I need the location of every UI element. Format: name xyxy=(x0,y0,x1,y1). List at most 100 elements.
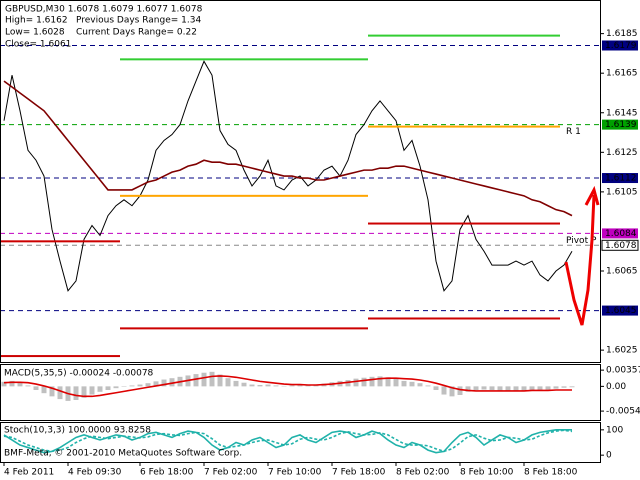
x-tick-label: 4 Feb 09:30 xyxy=(68,468,122,478)
macd-bar xyxy=(353,378,359,387)
y-tick-label: 0.00 xyxy=(606,382,626,392)
level-tag-label: 1.6179 xyxy=(605,41,637,51)
macd-bar xyxy=(369,376,375,387)
macd-bar xyxy=(81,386,87,398)
level-name: Pivot P xyxy=(566,236,597,246)
macd-bar xyxy=(385,377,391,387)
macd-title: MACD(5,35,5) -0.00024 -0.00078 xyxy=(4,369,154,379)
y-tick-label: 1.6065 xyxy=(606,267,638,277)
macd-bar xyxy=(241,382,247,387)
macd-bar xyxy=(433,386,439,390)
level-tag-label: 1.6045 xyxy=(605,306,637,316)
macd-bar xyxy=(521,386,527,391)
header-high: High= 1.6162 xyxy=(5,16,68,26)
footer: BMF-Meta, © 2001-2010 MetaQuotes Softwar… xyxy=(4,449,242,459)
y-tick-label: 1.6185 xyxy=(606,29,638,39)
drawn-arrow xyxy=(564,185,600,326)
series-line xyxy=(3,429,573,453)
y-tick-label: 0 xyxy=(606,451,612,461)
level-tag xyxy=(602,228,638,239)
macd-bar xyxy=(297,385,303,387)
macd-bar xyxy=(105,386,111,390)
macd-bar xyxy=(249,384,255,387)
x-tick-label: 4 Feb 2011 xyxy=(4,468,54,478)
level-tag-label: 1.6139 xyxy=(605,120,637,130)
x-tick-label: 8 Feb 02:00 xyxy=(396,468,450,478)
header-close: Close= 1.6061 xyxy=(5,40,71,50)
macd-bar xyxy=(57,386,63,400)
macd-bar xyxy=(129,385,135,387)
level-tag xyxy=(602,305,638,316)
macd-bar xyxy=(193,374,199,387)
macd-bar xyxy=(393,378,399,387)
level-name: R 1 xyxy=(566,127,581,137)
macd-bar xyxy=(465,386,471,392)
x-tick-label: 8 Feb 10:00 xyxy=(460,468,514,478)
macd-bar xyxy=(9,380,15,387)
macd-bar xyxy=(345,380,351,387)
macd-bar xyxy=(449,386,455,397)
macd-bar xyxy=(169,378,175,387)
stoch-frame xyxy=(0,422,601,463)
macd-bar xyxy=(505,386,511,391)
macd-bar xyxy=(137,384,143,387)
macd-bar xyxy=(217,374,223,387)
macd-bar xyxy=(545,386,551,390)
series-line xyxy=(3,60,573,292)
level-tag xyxy=(602,173,638,184)
x-tick-label: 7 Feb 10:00 xyxy=(268,468,322,478)
y-tick-label: -0.00544 xyxy=(606,407,640,417)
macd-bar xyxy=(457,386,463,395)
macd-bar xyxy=(73,386,79,400)
y-tick-label: 100 xyxy=(606,425,623,435)
stoch-title: Stoch(10,3,3) 100.0000 93.8258 xyxy=(4,426,151,436)
macd-bar xyxy=(553,386,559,389)
y-tick-label: 1.6025 xyxy=(606,346,638,356)
macd-bar xyxy=(153,381,159,387)
macd-bar xyxy=(145,383,151,387)
x-tick-label: 7 Feb 02:00 xyxy=(204,468,258,478)
macd-bar xyxy=(417,383,423,387)
macd-frame xyxy=(0,364,601,421)
x-tick-label: 8 Feb 18:00 xyxy=(524,468,578,478)
macd-bar xyxy=(201,372,207,387)
y-tick-label: 1.6125 xyxy=(606,148,638,158)
level-tag xyxy=(601,239,639,251)
macd-bar xyxy=(33,386,39,390)
header-title: GBPUSD,M30 1.6078 1.6079 1.6077 1.6078 xyxy=(5,5,203,15)
level-tag xyxy=(602,119,638,130)
level-tag-label: 1.6112 xyxy=(605,174,637,184)
macd-bar xyxy=(305,385,311,387)
y-tick-label: 1.6165 xyxy=(606,69,638,79)
level-tag-label: 1.6084 xyxy=(605,229,637,239)
macd-bar xyxy=(441,386,447,395)
y-tick-label: 0.00357 xyxy=(606,366,640,376)
x-tick-label: 7 Feb 18:00 xyxy=(332,468,386,478)
series-line xyxy=(3,80,573,217)
macd-bar xyxy=(473,386,479,390)
x-tick-label: 6 Feb 18:00 xyxy=(140,468,194,478)
macd-bar xyxy=(401,380,407,387)
macd-bar xyxy=(289,385,295,387)
macd-bar xyxy=(529,386,535,391)
series-line xyxy=(3,429,572,454)
y-tick-label: 1.6105 xyxy=(606,187,638,197)
macd-bar xyxy=(1,381,7,387)
macd-bar xyxy=(481,386,487,390)
header-prev-range: Previous Days Range= 1.34 xyxy=(76,16,201,26)
header-cur-range: Current Days Range= 0.22 xyxy=(76,28,197,38)
macd-bar xyxy=(257,385,263,387)
macd-bar xyxy=(497,386,503,391)
macd-bar xyxy=(513,386,519,391)
macd-bar xyxy=(569,386,575,388)
macd-bar xyxy=(41,386,47,394)
macd-bar xyxy=(361,377,367,387)
macd-bar xyxy=(17,382,23,387)
price-frame xyxy=(0,0,601,363)
level-tag xyxy=(602,40,638,51)
level-tag-label: 1.6078 xyxy=(605,241,637,251)
macd-bar xyxy=(233,380,239,387)
